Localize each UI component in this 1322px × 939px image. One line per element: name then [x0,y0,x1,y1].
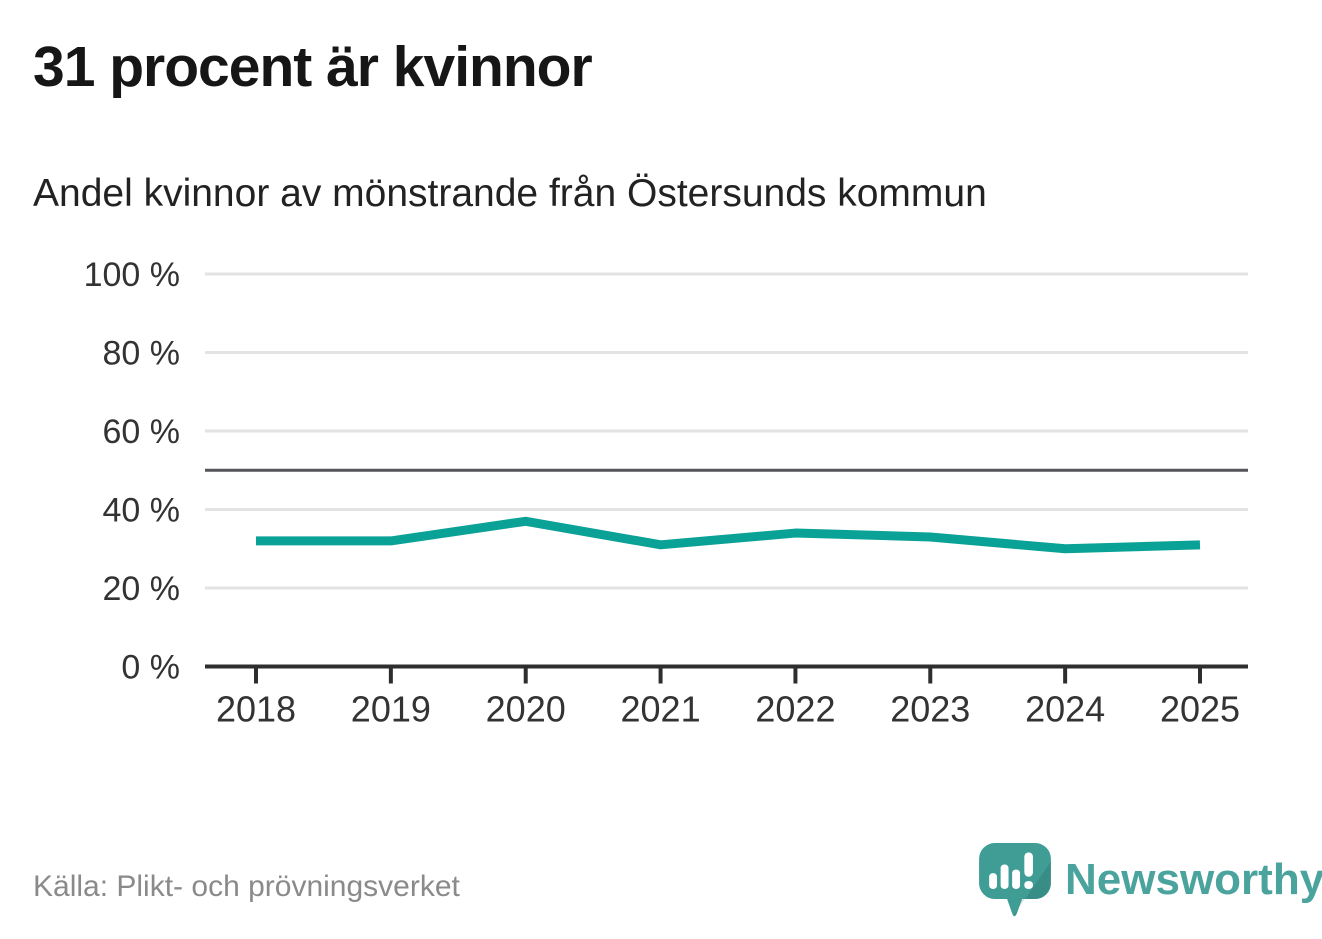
source-caption: Källa: Plikt- och prövningsverket [33,870,460,903]
y-tick-label: 20 % [103,570,181,608]
newsworthy-logo-icon [979,843,1051,917]
x-tick-label: 2019 [351,689,431,730]
x-tick-label: 2021 [621,689,701,730]
data-line [256,516,1201,554]
x-tick-label: 2024 [1025,689,1105,730]
y-tick-label: 100 % [84,256,180,294]
x-tick-label: 2022 [755,689,835,730]
brand-name: Newsworthy [1065,855,1322,904]
x-tick-label: 2023 [890,689,970,730]
line-chart: 0 % 20 % 40 % 60 % 80 % 100 % 2018 2019 2020 2021… [84,256,1248,730]
y-tick-label: 40 % [103,492,181,530]
y-tick-label: 80 % [103,335,181,373]
y-tick-label: 0 % [121,649,180,687]
chart-subtitle: Andel kvinnor av mönstrande från Östersu… [33,172,987,215]
x-tick-label: 2018 [216,689,296,730]
y-tick-label: 60 % [103,413,181,451]
page-title: 31 procent är kvinnor [33,35,593,99]
brand-footer: Newsworthy [979,843,1322,917]
x-tick-label: 2020 [486,689,566,730]
x-tick-label: 2025 [1160,689,1240,730]
